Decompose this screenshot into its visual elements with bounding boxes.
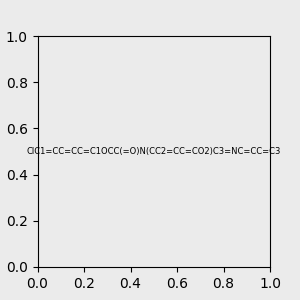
Text: ClC1=CC=CC=C1OCC(=O)N(CC2=CC=CO2)C3=NC=CC=C3: ClC1=CC=CC=C1OCC(=O)N(CC2=CC=CO2)C3=NC=C… bbox=[27, 147, 281, 156]
